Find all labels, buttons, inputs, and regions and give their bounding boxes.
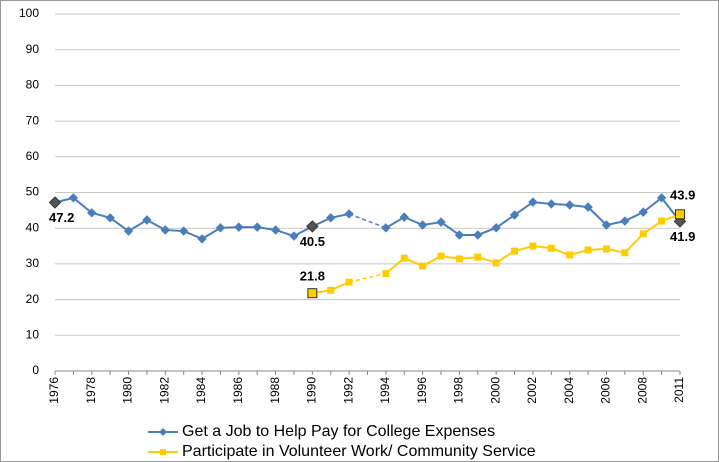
x-tick-label: 1986: [231, 377, 245, 404]
point: [638, 207, 648, 217]
legend-label: Get a Job to Help Pay for College Expens…: [182, 423, 495, 440]
point: [511, 247, 519, 255]
x-tick-label: 2008: [635, 377, 649, 404]
point: [400, 254, 408, 262]
point: [675, 209, 685, 220]
point: [178, 226, 189, 236]
point: [252, 222, 262, 232]
y-tick-label: 80: [26, 78, 40, 92]
point: [306, 220, 319, 233]
x-tick-label: 1976: [47, 377, 61, 404]
legend-label: Participate in Volunteer Work/ Community…: [182, 443, 536, 460]
point: [583, 202, 593, 212]
point: [123, 226, 134, 236]
point: [455, 255, 463, 263]
point: [620, 216, 630, 226]
point: [215, 223, 226, 233]
point: [547, 244, 555, 252]
x-tick-label: 1984: [194, 377, 208, 404]
point: [658, 217, 666, 225]
point: [105, 213, 115, 223]
x-tick-label: 1998: [452, 377, 466, 404]
point: [382, 270, 390, 278]
point: [656, 193, 667, 203]
point: [197, 234, 207, 244]
point: [48, 196, 62, 209]
point: [417, 220, 428, 230]
point: [621, 249, 629, 257]
point: [492, 259, 500, 267]
data-label: 21.8: [300, 269, 325, 284]
point: [528, 197, 538, 207]
point: [344, 209, 354, 219]
y-tick-label: 90: [26, 42, 40, 56]
x-tick-label: 1994: [378, 377, 392, 404]
y-tick-label: 60: [26, 149, 40, 163]
x-tick-label: 1996: [415, 377, 429, 404]
data-label: 43.9: [670, 188, 695, 203]
x-tick-label: 1980: [121, 377, 135, 404]
point: [234, 222, 244, 232]
point: [473, 230, 483, 240]
y-tick-label: 40: [26, 220, 40, 234]
point: [327, 286, 335, 294]
y-tick-label: 10: [26, 327, 40, 341]
point: [307, 288, 318, 299]
point: [68, 193, 79, 203]
point: [289, 231, 299, 241]
y-tick-label: 100: [19, 6, 39, 20]
point: [509, 210, 520, 220]
x-tick-label: 1988: [268, 377, 282, 404]
y-tick-label: 0: [32, 363, 39, 377]
point: [566, 251, 574, 259]
point: [345, 278, 353, 286]
x-tick-label: 1990: [305, 377, 319, 404]
point: [419, 262, 427, 270]
legend-marker: [160, 449, 166, 455]
data-label: 47.2: [49, 210, 74, 225]
point: [564, 200, 575, 210]
point: [474, 253, 482, 261]
legend-marker: [159, 428, 167, 436]
point: [437, 252, 445, 260]
x-tick-label: 1978: [84, 377, 98, 404]
point: [602, 245, 610, 253]
x-tick-label: 2004: [562, 377, 576, 404]
y-tick-label: 20: [26, 292, 40, 306]
x-tick-label: 2000: [488, 377, 502, 404]
y-tick-label: 70: [26, 113, 40, 127]
data-label: 40.5: [300, 234, 325, 249]
point: [546, 199, 557, 209]
x-tick-label: 2002: [525, 377, 539, 404]
point: [160, 225, 171, 235]
point: [529, 242, 537, 250]
point: [326, 213, 336, 223]
point: [142, 215, 152, 225]
gap-connector: [348, 272, 387, 283]
point: [639, 230, 647, 238]
data-label: 41.9: [670, 229, 695, 244]
point: [270, 225, 281, 235]
x-tick-label: 1992: [341, 377, 355, 404]
point: [381, 223, 391, 233]
point: [491, 223, 501, 233]
x-tick-label: 2011: [672, 377, 686, 403]
point: [601, 220, 612, 230]
point: [87, 208, 97, 218]
x-tick-label: 2006: [599, 377, 613, 404]
y-tick-label: 30: [26, 256, 40, 270]
point: [584, 246, 592, 254]
y-tick-label: 50: [26, 185, 40, 199]
point: [436, 217, 446, 227]
point: [399, 212, 409, 222]
point: [454, 230, 465, 240]
x-tick-label: 1982: [157, 377, 171, 404]
